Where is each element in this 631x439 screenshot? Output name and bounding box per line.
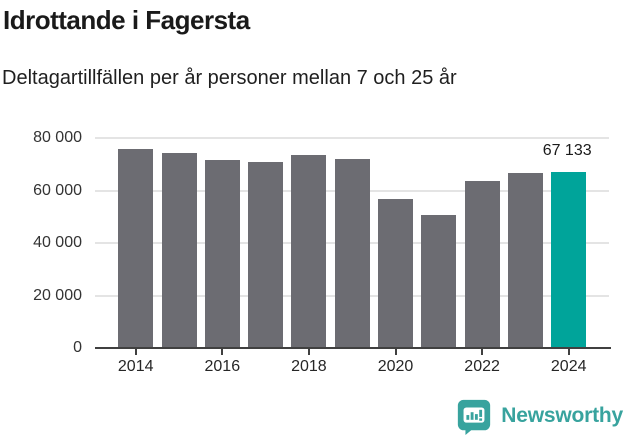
chart-subtitle: Deltagartillfällen per år personer mella… bbox=[2, 67, 457, 89]
bar-2018 bbox=[291, 154, 327, 348]
brand-name: Newsworthy bbox=[501, 404, 623, 427]
x-axis-label-2014: 2014 bbox=[117, 358, 154, 375]
bar-value-label: 67 133 bbox=[542, 141, 592, 159]
x-tick-2014 bbox=[134, 349, 137, 355]
x-axis-label-2016: 2016 bbox=[204, 358, 241, 375]
bar-2019 bbox=[334, 159, 370, 348]
x-axis-label-2024: 2024 bbox=[550, 358, 587, 375]
bar-2022 bbox=[464, 181, 500, 348]
y-axis-label-80000: 80 000 bbox=[33, 129, 82, 146]
bar-2017 bbox=[248, 161, 284, 348]
newsworthy-branding-link[interactable]: Newsworthy bbox=[455, 397, 623, 435]
y-axis-label-40000: 40 000 bbox=[33, 234, 82, 251]
bar-2021 bbox=[421, 214, 457, 348]
newsworthy-logo-icon bbox=[458, 399, 491, 435]
x-tick-2022 bbox=[481, 349, 484, 355]
x-tick-2024 bbox=[567, 349, 570, 355]
bar-2015 bbox=[161, 153, 197, 348]
bar-2016 bbox=[204, 160, 240, 348]
bar-2014 bbox=[118, 148, 154, 348]
x-tick-2016 bbox=[221, 349, 224, 355]
x-axis-line bbox=[95, 347, 611, 349]
chart-title: Idrottande i Fagersta bbox=[3, 5, 250, 35]
x-tick-2018 bbox=[307, 349, 310, 355]
x-axis-label-2022: 2022 bbox=[464, 358, 500, 375]
x-axis-label-2018: 2018 bbox=[291, 358, 327, 375]
x-tick-2020 bbox=[394, 349, 397, 355]
bar-2020 bbox=[378, 199, 413, 348]
x-axis-label-2020: 2020 bbox=[377, 358, 414, 375]
bar-2024 bbox=[551, 171, 587, 348]
y-axis-label-0: 0 bbox=[73, 339, 82, 356]
y-axis-label-60000: 60 000 bbox=[33, 181, 82, 199]
y-axis-label-20000: 20 000 bbox=[33, 286, 82, 304]
gridline-80000 bbox=[95, 137, 609, 139]
bar-2023 bbox=[507, 173, 543, 348]
